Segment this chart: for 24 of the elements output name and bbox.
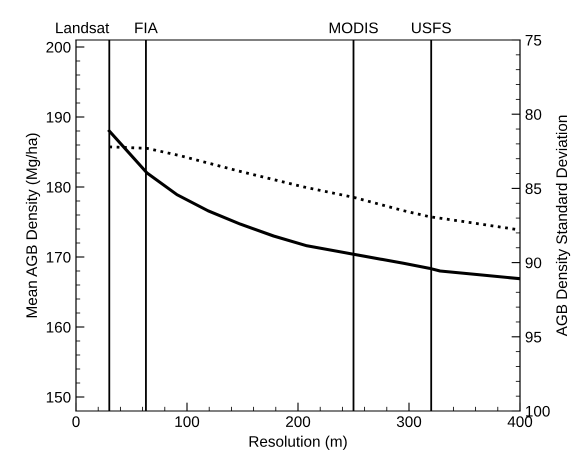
y2-tick-label: 95 xyxy=(526,332,542,342)
y2-tick-label: 100 xyxy=(526,406,550,417)
x-tick-label: 200 xyxy=(286,416,310,428)
ref-line-label: Landsat xyxy=(56,22,110,34)
y2-axis-title: AGB Density Standard Deviation xyxy=(556,116,570,336)
y2-tick-label: 85 xyxy=(526,183,542,194)
y-axis-title: Mean AGB Density (Mg/ha) xyxy=(26,133,40,318)
y2-tick-label: 90 xyxy=(526,257,542,268)
x-tick-label: 300 xyxy=(396,416,422,428)
y-tick-label: 180 xyxy=(46,182,71,193)
y-tick-label: 190 xyxy=(46,112,71,123)
y2-tick-label: 75 xyxy=(526,35,542,46)
y-tick-label: 160 xyxy=(46,322,71,333)
x-tick-label: 0 xyxy=(72,416,80,428)
ref-line-label: USFS xyxy=(412,22,451,34)
y-tick-label: 200 xyxy=(46,42,71,53)
x-tick-label: 400 xyxy=(508,416,532,428)
y-tick-label: 150 xyxy=(46,392,71,403)
x-axis-title: Resolution (m) xyxy=(250,436,347,450)
y-tick-label: 170 xyxy=(46,252,71,263)
ref-line-label: FIA xyxy=(135,22,158,34)
y2-tick-label: 80 xyxy=(526,109,542,120)
x-tick-label: 100 xyxy=(175,416,200,428)
ref-line-label: MODIS xyxy=(330,22,378,34)
